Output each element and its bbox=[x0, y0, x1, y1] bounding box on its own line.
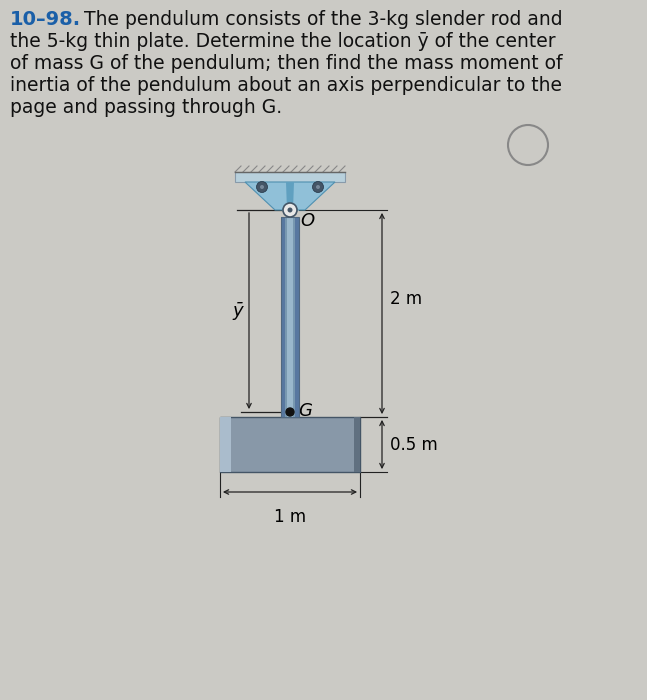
Circle shape bbox=[313, 181, 324, 193]
Bar bbox=[235, 172, 345, 182]
Circle shape bbox=[283, 203, 297, 217]
Bar bbox=[355, 417, 360, 472]
Text: 1 m: 1 m bbox=[274, 508, 306, 526]
Text: O: O bbox=[300, 212, 314, 230]
Circle shape bbox=[256, 181, 267, 193]
Polygon shape bbox=[245, 182, 335, 210]
Bar bbox=[281, 217, 299, 417]
Bar bbox=[296, 217, 299, 417]
Text: page and passing through G.: page and passing through G. bbox=[10, 98, 282, 117]
Bar bbox=[287, 217, 292, 417]
Text: inertia of the pendulum about an axis perpendicular to the: inertia of the pendulum about an axis pe… bbox=[10, 76, 562, 95]
Bar bbox=[281, 217, 299, 417]
Text: 10–98.: 10–98. bbox=[10, 10, 81, 29]
Bar bbox=[220, 417, 360, 472]
Text: ȳ: ȳ bbox=[232, 302, 243, 320]
Circle shape bbox=[316, 185, 320, 189]
Text: of mass G of the pendulum; then find the mass moment of: of mass G of the pendulum; then find the… bbox=[10, 54, 562, 73]
Bar bbox=[220, 417, 231, 472]
Text: 0.5 m: 0.5 m bbox=[390, 435, 438, 454]
Bar bbox=[281, 217, 285, 417]
Polygon shape bbox=[286, 182, 294, 210]
Text: The pendulum consists of the 3-kg slender rod and: The pendulum consists of the 3-kg slende… bbox=[72, 10, 563, 29]
Circle shape bbox=[287, 207, 292, 213]
Text: 2 m: 2 m bbox=[390, 290, 422, 307]
Circle shape bbox=[286, 408, 294, 416]
Text: the 5-kg thin plate. Determine the location ȳ of the center: the 5-kg thin plate. Determine the locat… bbox=[10, 32, 556, 51]
Text: G: G bbox=[298, 402, 312, 420]
Circle shape bbox=[260, 185, 264, 189]
